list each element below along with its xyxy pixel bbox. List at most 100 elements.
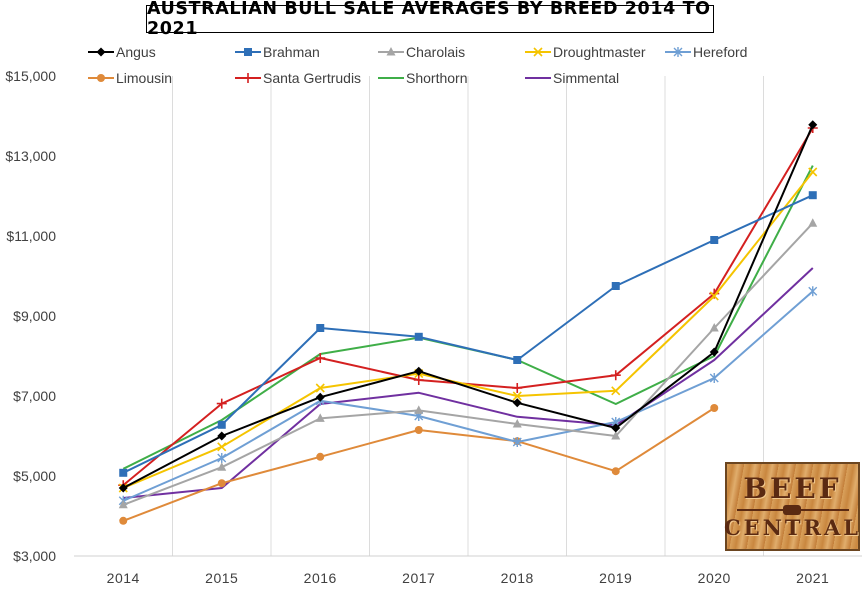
data-point xyxy=(611,467,620,476)
data-point xyxy=(217,442,227,452)
data-point xyxy=(217,420,226,429)
series-brahman xyxy=(119,191,817,477)
data-point xyxy=(119,516,128,525)
legend-swatch-marker xyxy=(244,48,252,56)
legend-label: Droughtmaster xyxy=(553,44,646,60)
logo-text-top: BEEF xyxy=(743,472,842,505)
data-point xyxy=(413,375,424,385)
y-tick-label: $5,000 xyxy=(13,468,56,484)
data-point xyxy=(414,405,424,414)
data-point xyxy=(710,236,719,244)
data-point xyxy=(315,392,325,402)
legend-item-brahman: Brahman xyxy=(235,44,320,60)
data-point xyxy=(217,431,227,441)
legend-item-shorthorn: Shorthorn xyxy=(378,70,467,86)
series-charolais xyxy=(118,218,818,509)
beef-central-logo: BEEF CENTRAL xyxy=(723,462,862,551)
data-point xyxy=(709,323,719,332)
legend-label: Hereford xyxy=(693,44,747,60)
y-tick-label: $15,000 xyxy=(5,68,56,84)
x-tick-label: 2020 xyxy=(698,570,731,586)
data-point xyxy=(118,499,128,509)
data-point xyxy=(217,462,227,471)
legend-swatch-marker xyxy=(243,73,253,83)
logo-text-bottom: CENTRAL xyxy=(723,515,862,540)
legend-label: Angus xyxy=(116,44,156,60)
legend-item-angus: Angus xyxy=(88,44,156,60)
data-point xyxy=(414,426,423,434)
data-point xyxy=(315,413,325,422)
data-point xyxy=(709,347,719,357)
data-point xyxy=(610,370,621,381)
x-tick-label: 2015 xyxy=(205,570,238,586)
y-tick-label: $3,000 xyxy=(13,548,56,564)
legend-swatch-marker xyxy=(533,47,543,57)
series-angus xyxy=(118,120,818,493)
data-point xyxy=(414,366,424,376)
legend-item-hereford: Hereford xyxy=(665,44,747,60)
legend-item-droughtmaster: Droughtmaster xyxy=(525,44,646,60)
legend-item-limousin: Limousin xyxy=(88,70,172,86)
x-tick-label: 2017 xyxy=(402,570,435,586)
data-point xyxy=(709,291,719,301)
data-point xyxy=(315,383,325,393)
series-line xyxy=(122,290,814,502)
data-point xyxy=(119,468,128,477)
y-tick-label: $7,000 xyxy=(13,388,56,404)
data-point xyxy=(709,373,719,383)
knife-icon xyxy=(736,505,849,515)
data-point xyxy=(808,286,818,297)
data-point xyxy=(118,483,128,493)
x-tick-label: 2014 xyxy=(107,570,140,586)
data-point xyxy=(611,282,620,290)
legend-label: Limousin xyxy=(116,70,172,86)
data-point xyxy=(611,431,621,440)
legend-swatch-marker xyxy=(97,74,105,82)
legend-item-simmental: Simmental xyxy=(525,70,619,86)
legend-label: Simmental xyxy=(553,70,619,86)
data-point xyxy=(808,191,817,200)
legend-label: Charolais xyxy=(406,44,465,60)
x-tick-label: 2018 xyxy=(501,570,534,586)
y-tick-label: $9,000 xyxy=(13,308,56,324)
x-tick-label: 2021 xyxy=(796,570,829,586)
data-point xyxy=(512,383,523,393)
legend-label: Brahman xyxy=(263,44,320,60)
series-simmental xyxy=(123,267,814,499)
y-tick-label: $11,000 xyxy=(6,228,56,244)
legend-label: Santa Gertrudis xyxy=(263,70,361,86)
legend-label: Shorthorn xyxy=(406,70,467,86)
x-tick-label: 2019 xyxy=(599,570,632,586)
series-line xyxy=(122,171,814,489)
data-point xyxy=(217,453,227,463)
series-line xyxy=(122,194,814,474)
data-point xyxy=(808,120,818,130)
legend-item-santa-gertrudis: Santa Gertrudis xyxy=(235,70,361,86)
axis-layer: $3,000 $5,000 $7,000 $9,000 $11,000 $13,000 $1… xyxy=(5,68,862,586)
data-point xyxy=(216,398,227,409)
series-droughtmaster xyxy=(118,167,818,493)
data-point xyxy=(217,479,226,488)
data-point xyxy=(512,419,522,428)
data-point xyxy=(315,353,326,363)
data-point xyxy=(512,391,522,401)
grid-layer xyxy=(172,76,764,556)
data-point xyxy=(710,404,719,412)
series-line xyxy=(122,222,814,506)
series-layer xyxy=(118,120,818,525)
data-point xyxy=(512,437,522,447)
data-point xyxy=(611,423,621,433)
series-line xyxy=(123,267,814,499)
data-point xyxy=(414,332,423,341)
legend-item-charolais: Charolais xyxy=(378,44,465,60)
x-tick-label: 2016 xyxy=(304,570,337,586)
y-tick-label: $13,000 xyxy=(5,148,56,164)
data-point xyxy=(512,398,522,408)
series-line xyxy=(122,124,814,489)
legend-swatch-marker xyxy=(386,47,396,56)
data-point xyxy=(808,218,818,227)
data-point xyxy=(316,452,325,461)
legend-swatch-marker xyxy=(96,47,106,57)
